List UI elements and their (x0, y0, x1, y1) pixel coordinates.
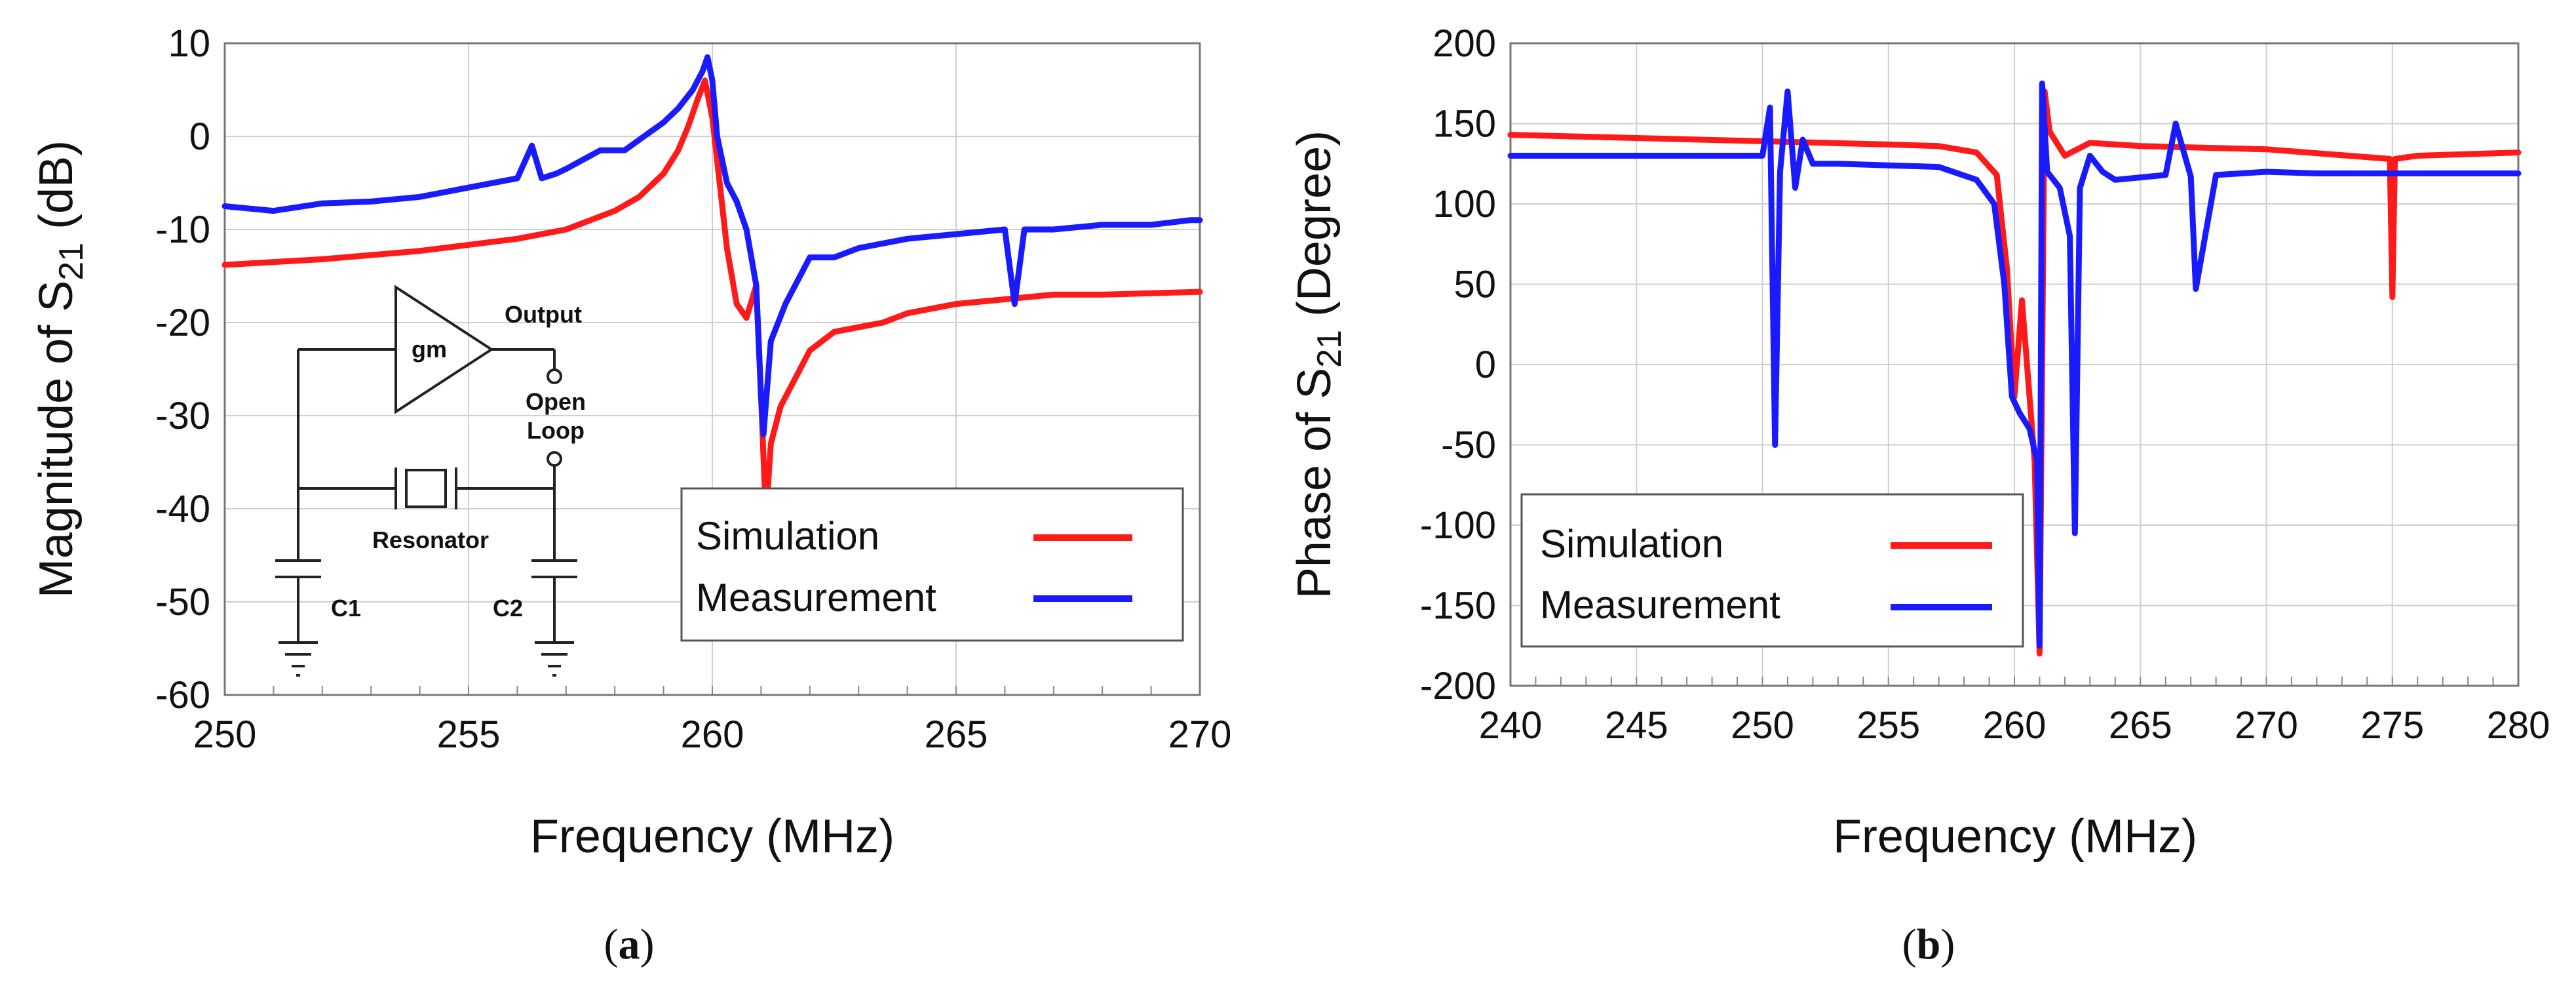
panel-b-y-tick-label: 0 (1475, 344, 1496, 386)
panel-a-circuit-inset (275, 285, 577, 677)
amplifier-gm-label: gm (412, 336, 447, 363)
panel-a-magnitude-chart: 10 0 -10 -20 -30 -40 -50 -60 250 255 260 265 270 Fr… (30, 22, 1231, 968)
panel-b-y-tick-label: -200 (1420, 665, 1496, 707)
resonator-crystal (405, 469, 447, 508)
panel-a-y-tick-label: -50 (155, 581, 210, 624)
panel-a-x-tick-label: 250 (193, 713, 257, 756)
panel-a-y-tick-label: 10 (168, 22, 210, 65)
panel-a-y-axis-title: Magnitude of S21 (dB) (30, 140, 90, 598)
panel-a-series-simulation (221, 77, 1203, 521)
panel-b-y-tick-label: 200 (1432, 22, 1496, 65)
ground-symbol-c2 (535, 641, 574, 677)
panel-b-x-tick-label: 265 (2109, 704, 2172, 747)
panel-b-x-tick-label: 280 (2487, 704, 2550, 747)
c2-label: C2 (493, 595, 523, 622)
panel-a-x-axis-title: Frequency (MHz) (530, 810, 894, 863)
panel-a-series (221, 54, 1203, 521)
panel-b-x-tick-label: 245 (1605, 704, 1668, 747)
panel-b-y-axis-title: Phase of S21 (Degree) (1288, 130, 1349, 599)
panel-b-plot-frame (1509, 42, 2520, 687)
panel-a-y-tick-labels: 10 0 -10 -20 -30 -40 -50 -60 (155, 22, 210, 717)
panel-a-x-tick-label: 270 (1168, 713, 1232, 756)
panel-b-legend: Simulation Measurement (1520, 493, 2024, 648)
panel-a-x-tick-labels: 250 255 260 265 270 (193, 713, 1232, 756)
c1-label: C1 (331, 595, 361, 622)
legend-b-measurement-label: Measurement (1540, 583, 1780, 627)
panel-b-x-axis-title: Frequency (MHz) (1833, 810, 2197, 863)
panel-b-y-tick-label: -100 (1420, 504, 1496, 547)
panel-b-x-tick-label: 255 (1856, 704, 1920, 747)
panel-a-y-tick-label: -60 (155, 674, 210, 717)
panel-b-y-tick-label: 150 (1432, 103, 1496, 146)
panel-a-x-tick-label: 255 (437, 713, 501, 756)
panel-b-y-tick-labels: 200 150 100 50 0 -50 -100 -150 -200 (1420, 22, 1496, 707)
panel-b-series-measurement (1507, 80, 2522, 649)
panel-a-y-tick-label: -10 (155, 208, 210, 251)
panel-b-caption: (b) (1902, 921, 1955, 968)
panel-b-x-tick-label: 240 (1479, 704, 1543, 747)
panel-b-x-tick-label: 260 (1983, 704, 2047, 747)
panel-a-y-tick-label: -20 (155, 302, 210, 344)
panel-a-plot-frame (223, 42, 1201, 696)
panel-a-caption: (a) (604, 921, 655, 968)
panel-a-legend: Simulation Measurement (680, 487, 1184, 642)
panel-b-x-tick-label: 275 (2360, 704, 2424, 747)
resonator-label: Resonator (372, 526, 489, 553)
panel-b-y-tick-label: 50 (1453, 264, 1496, 306)
legend-a-simulation-label: Simulation (696, 514, 879, 558)
open-loop-label: Open Loop (526, 388, 586, 444)
panel-b-y-tick-label: -50 (1441, 424, 1496, 467)
panel-b-y-tick-label: -150 (1420, 585, 1496, 627)
panel-b-x-tick-label: 270 (2235, 704, 2298, 747)
panel-a-series-measurement (221, 54, 1203, 437)
ground-symbol-c1 (279, 641, 318, 677)
panel-b-x-tick-labels: 240 245 250 255 260 265 270 275 280 (1479, 704, 2550, 747)
panel-a-y-tick-label: 0 (189, 115, 210, 158)
panel-a-y-tick-label: -40 (155, 488, 210, 530)
output-label: Output (505, 301, 582, 328)
panel-b-series (1507, 80, 2522, 657)
panel-a-x-tick-label: 265 (925, 713, 988, 756)
panel-a-y-tick-label: -30 (155, 395, 210, 437)
panel-b-y-tick-label: 100 (1432, 183, 1496, 226)
panel-b-phase-chart: 200 150 100 50 0 -50 -100 -150 -200 240 245 250 255… (1288, 22, 2550, 968)
legend-a-measurement-label: Measurement (696, 576, 936, 620)
panel-a-x-tick-label: 260 (681, 713, 744, 756)
panel-b-x-tick-label: 250 (1731, 704, 1794, 747)
legend-b-simulation-label: Simulation (1540, 522, 1723, 566)
